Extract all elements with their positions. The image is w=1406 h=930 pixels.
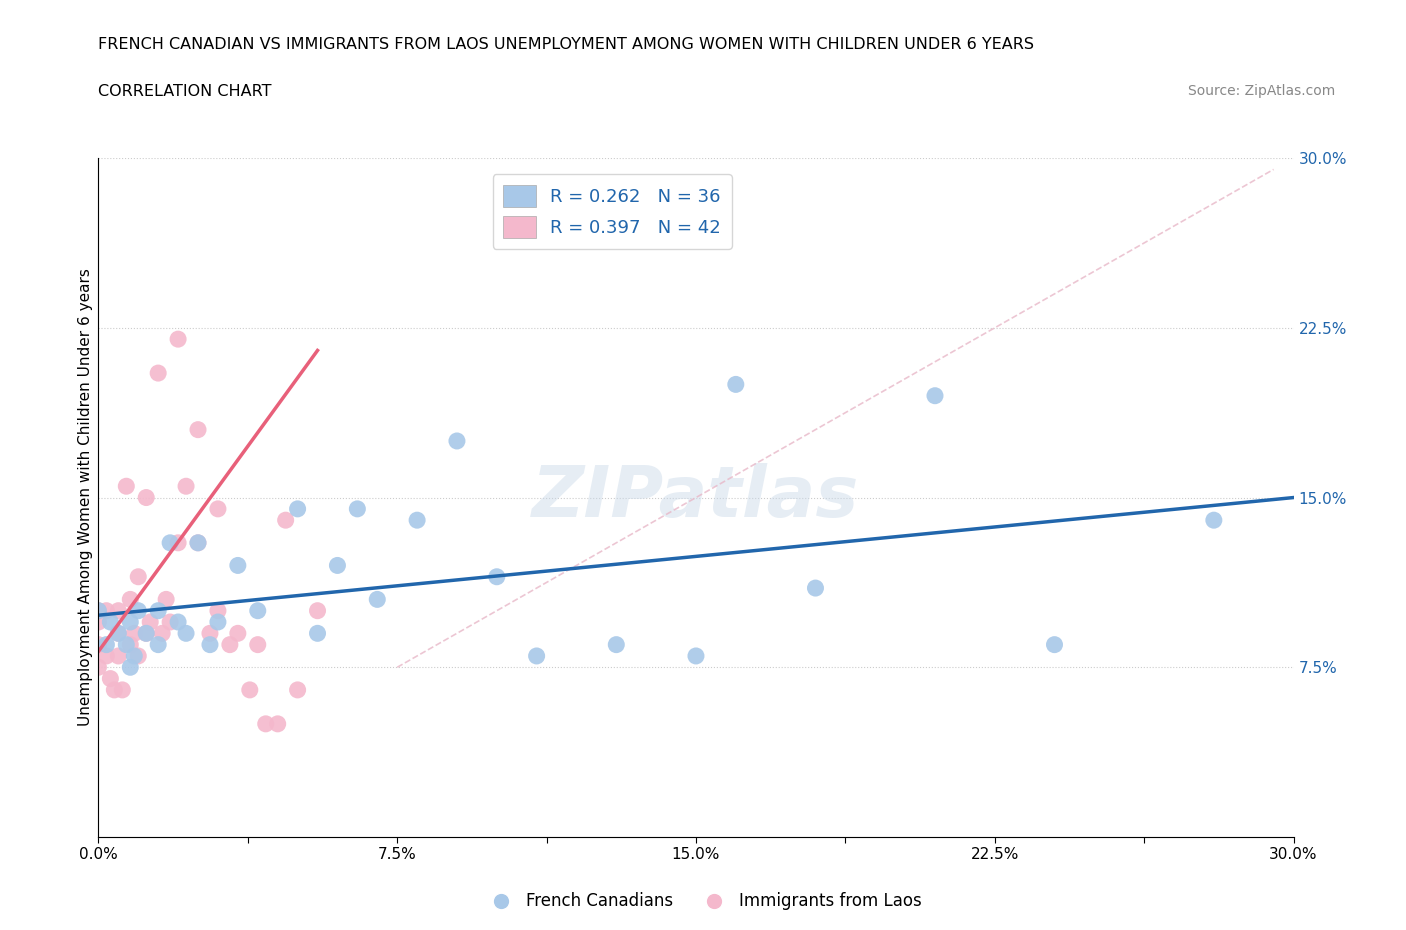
Point <box>267 716 290 731</box>
Point <box>87 604 110 618</box>
Point <box>446 433 468 448</box>
Point <box>326 558 349 573</box>
Text: CORRELATION CHART: CORRELATION CHART <box>98 84 271 99</box>
Legend: R = 0.262   N = 36, R = 0.397   N = 42: R = 0.262 N = 36, R = 0.397 N = 42 <box>492 174 733 248</box>
Point <box>100 671 122 686</box>
Point <box>307 604 329 618</box>
Point <box>120 660 142 675</box>
Point <box>198 637 221 652</box>
Point <box>107 626 129 641</box>
Point <box>406 512 429 527</box>
Point <box>187 422 209 437</box>
Point <box>246 637 269 652</box>
Point <box>120 637 142 652</box>
Point <box>187 536 209 551</box>
Point <box>135 626 157 641</box>
Point <box>685 648 707 663</box>
Point <box>120 592 142 607</box>
Point <box>96 604 118 618</box>
Point <box>219 637 242 652</box>
Point <box>148 604 170 618</box>
Point <box>107 604 129 618</box>
Point <box>226 626 249 641</box>
Point <box>127 569 149 584</box>
Point <box>115 637 138 652</box>
Point <box>111 683 134 698</box>
Point <box>605 637 627 652</box>
Point <box>207 604 229 618</box>
Point <box>107 648 129 663</box>
Point <box>526 648 548 663</box>
Point <box>167 536 190 551</box>
Point <box>124 626 146 641</box>
Point <box>155 592 177 607</box>
Point <box>135 490 157 505</box>
Point <box>187 536 209 551</box>
Point <box>274 512 297 527</box>
Point <box>139 615 162 630</box>
Point <box>287 501 309 516</box>
Point <box>366 592 388 607</box>
Text: FRENCH CANADIAN VS IMMIGRANTS FROM LAOS UNEMPLOYMENT AMONG WOMEN WITH CHILDREN U: FRENCH CANADIAN VS IMMIGRANTS FROM LAOS … <box>98 37 1035 52</box>
Point <box>124 648 146 663</box>
Point <box>1043 637 1066 652</box>
Point <box>226 558 249 573</box>
Y-axis label: Unemployment Among Women with Children Under 6 years: Unemployment Among Women with Children U… <box>77 269 93 726</box>
Text: ZIPatlas: ZIPatlas <box>533 463 859 532</box>
Point <box>724 377 747 392</box>
Point <box>346 501 368 516</box>
Point <box>485 569 508 584</box>
Text: Source: ZipAtlas.com: Source: ZipAtlas.com <box>1188 84 1336 98</box>
Point <box>207 501 229 516</box>
Point <box>107 626 129 641</box>
Point <box>87 660 110 675</box>
Point <box>167 332 190 347</box>
Point <box>103 683 125 698</box>
Point <box>96 648 118 663</box>
Point <box>207 615 229 630</box>
Point <box>159 536 181 551</box>
Point <box>100 615 122 630</box>
Point <box>254 716 277 731</box>
Point <box>198 626 221 641</box>
Point <box>287 683 309 698</box>
Point <box>127 648 149 663</box>
Point <box>87 637 110 652</box>
Point <box>924 389 946 404</box>
Point <box>239 683 262 698</box>
Point <box>804 580 827 595</box>
Point <box>167 615 190 630</box>
Legend: French Canadians, Immigrants from Laos: French Canadians, Immigrants from Laos <box>477 885 929 917</box>
Point <box>150 626 173 641</box>
Point <box>87 615 110 630</box>
Point <box>307 626 329 641</box>
Point <box>96 637 118 652</box>
Point <box>159 615 181 630</box>
Point <box>246 604 269 618</box>
Point <box>115 479 138 494</box>
Point <box>127 604 149 618</box>
Point <box>135 626 157 641</box>
Point <box>148 365 170 380</box>
Point <box>174 626 197 641</box>
Point <box>1202 512 1225 527</box>
Point <box>120 615 142 630</box>
Point <box>174 479 197 494</box>
Point <box>87 604 110 618</box>
Point <box>148 637 170 652</box>
